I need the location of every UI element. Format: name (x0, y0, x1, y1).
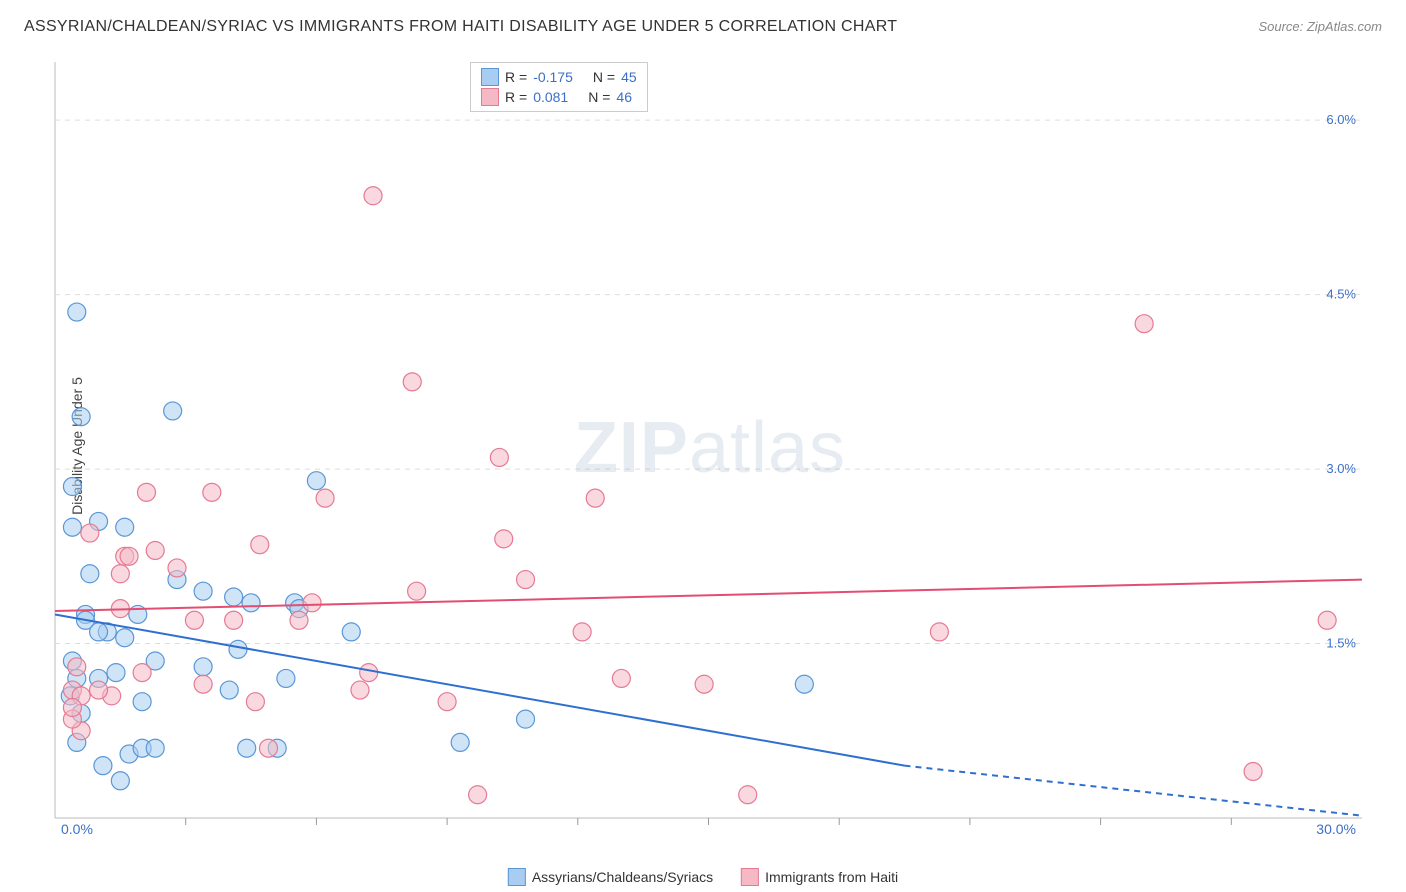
source-attribution: Source: ZipAtlas.com (1258, 19, 1382, 34)
legend-item-label: Assyrians/Chaldeans/Syriacs (532, 869, 713, 885)
legend-swatch-pink (741, 868, 759, 886)
svg-text:3.0%: 3.0% (1326, 461, 1356, 476)
legend-R-value: -0.175 (533, 69, 573, 85)
header-row: ASSYRIAN/CHALDEAN/SYRIAC VS IMMIGRANTS F… (24, 18, 1382, 36)
legend-N-value: 46 (616, 89, 632, 105)
legend-item: Assyrians/Chaldeans/Syriacs (508, 868, 713, 886)
legend-swatch-pink (481, 88, 499, 106)
legend-stats-row: R = -0.175 N = 45 (481, 67, 637, 87)
legend-N-label: N = (588, 89, 610, 105)
legend-item-label: Immigrants from Haiti (765, 869, 898, 885)
legend-R-label: R = (505, 69, 527, 85)
legend-bottom: Assyrians/Chaldeans/Syriacs Immigrants f… (508, 868, 898, 886)
legend-N-label: N = (593, 69, 615, 85)
svg-text:6.0%: 6.0% (1326, 112, 1356, 127)
legend-N-value: 45 (621, 69, 637, 85)
legend-stats-row: R = 0.081 N = 46 (481, 87, 637, 107)
legend-R-value: 0.081 (533, 89, 568, 105)
legend-swatch-blue (481, 68, 499, 86)
svg-text:0.0%: 0.0% (61, 821, 93, 835)
chart-title: ASSYRIAN/CHALDEAN/SYRIAC VS IMMIGRANTS F… (24, 18, 897, 36)
plot-area: 1.5%3.0%4.5%6.0%0.0%30.0% ZIPatlas (50, 60, 1370, 835)
legend-swatch-blue (508, 868, 526, 886)
svg-text:1.5%: 1.5% (1326, 636, 1356, 651)
legend-item: Immigrants from Haiti (741, 868, 898, 886)
legend-stats-box: R = -0.175 N = 45 R = 0.081 N = 46 (470, 62, 648, 112)
legend-R-label: R = (505, 89, 527, 105)
correlation-chart-svg: 1.5% 3.0% 4.5% 6.0% 0.0% 30.0% (50, 60, 1370, 835)
svg-text:4.5%: 4.5% (1326, 287, 1356, 302)
svg-text:30.0%: 30.0% (1316, 821, 1356, 835)
